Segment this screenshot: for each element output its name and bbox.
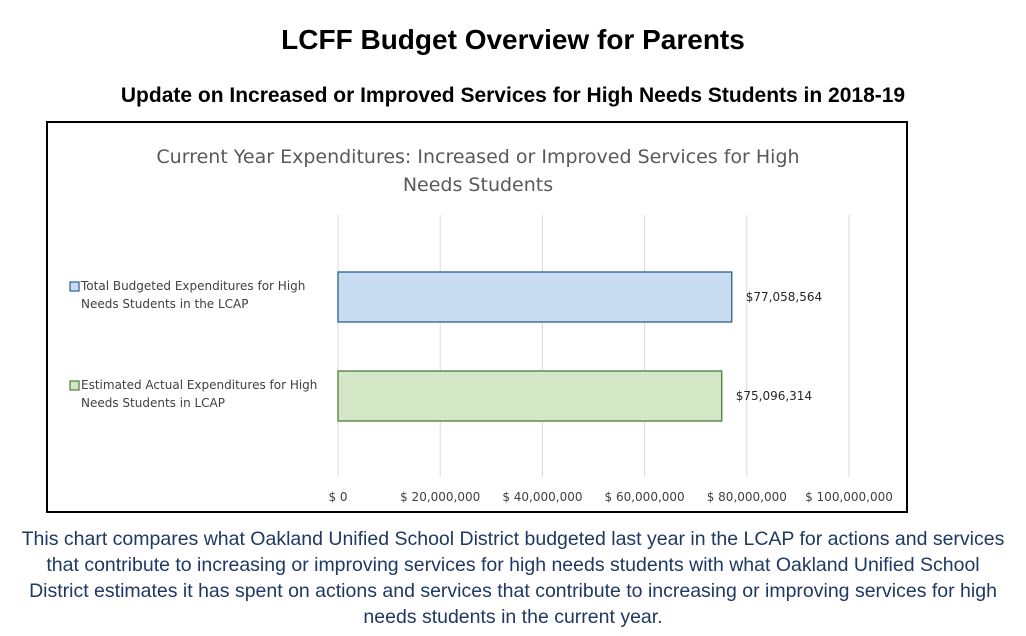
data-label-1: $75,096,314	[736, 389, 812, 403]
category-label-0-line-1: Needs Students in the LCAP	[81, 297, 249, 311]
category-label-1-line-1: Needs Students in LCAP	[81, 396, 225, 410]
x-tick-label-2: $ 40,000,000	[502, 490, 582, 504]
bar-0	[337, 271, 733, 323]
chart-title: Current Year Expenditures: Increased or …	[156, 146, 800, 196]
chart-caption: This chart compares what Oakland Unified…	[21, 528, 1005, 628]
x-tick-label-1: $ 20,000,000	[400, 490, 480, 504]
category-marker-1	[69, 380, 80, 391]
chart-frame: Current Year Expenditures: Increased or …	[46, 121, 908, 513]
page-subtitle: Update on Increased or Improved Services…	[120, 84, 906, 107]
x-tick-label-0: $ 0	[328, 490, 347, 504]
bar-1	[337, 370, 723, 422]
page-title: LCFF Budget Overview for Parents	[281, 24, 745, 55]
x-tick-label-3: $ 60,000,000	[605, 490, 685, 504]
category-label-1-line-0: Estimated Actual Expenditures for High	[81, 378, 317, 392]
x-tick-label-5: $ 100,000,000	[805, 490, 893, 504]
category-marker-0	[69, 281, 80, 292]
data-label-0: $77,058,564	[746, 290, 822, 304]
category-label-0-line-0: Total Budgeted Expenditures for High	[80, 279, 305, 293]
x-tick-label-4: $ 80,000,000	[707, 490, 787, 504]
bar-chart: $ 0 $ 20,000,000 $ 40,000,000 $ 60,000,000 $…	[69, 215, 893, 504]
